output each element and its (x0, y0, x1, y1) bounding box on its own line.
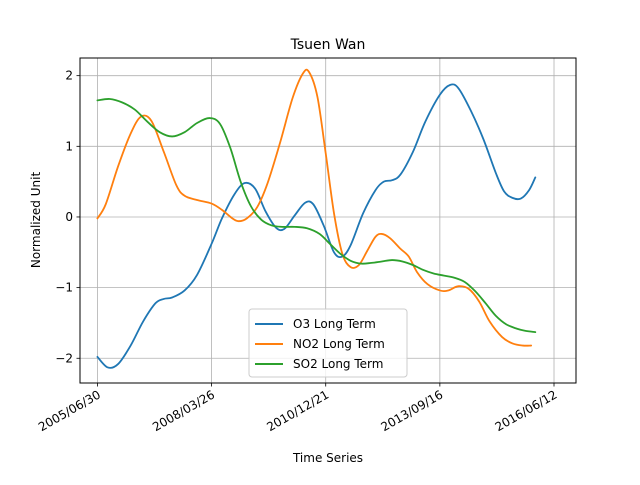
series-line-so2 (96, 98, 537, 334)
legend-label-no2: NO2 Long Term (293, 337, 385, 351)
y-tick-label: 2 (65, 69, 73, 83)
series-line-no2 (96, 68, 533, 347)
legend-box (248, 308, 408, 378)
legend: O3 Long Term NO2 Long Term SO2 Long Term (248, 308, 408, 378)
axes-frame (79, 57, 577, 384)
y-tick-label: 0 (65, 210, 73, 224)
y-tick-label: 1 (65, 139, 73, 153)
chart-title: Tsuen Wan (290, 37, 366, 53)
x-axis-label: Time Series (292, 451, 363, 465)
legend-label-so2: SO2 Long Term (293, 357, 383, 371)
y-tick-label: −2 (55, 351, 73, 365)
y-axis-label: Normalized Unit (29, 172, 43, 269)
data-series (96, 68, 537, 369)
y-tick-label: −1 (55, 281, 73, 295)
legend-label-o3: O3 Long Term (293, 317, 376, 331)
series-line-o3 (96, 83, 537, 369)
